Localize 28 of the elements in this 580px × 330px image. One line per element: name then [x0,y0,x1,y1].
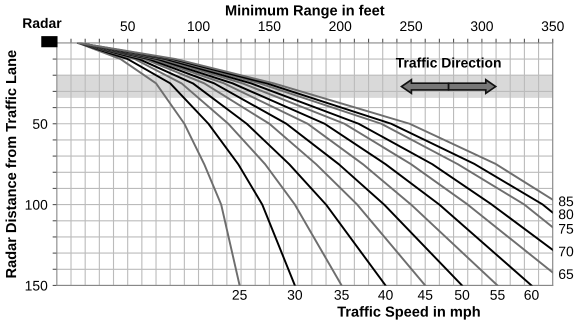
series-label: 45 [418,290,432,300]
y-tick-label: 150 [26,280,48,291]
x-tick-label: 100 [188,21,210,32]
y-tick-label: 100 [26,200,48,210]
series-label: 50 [454,290,470,300]
x-tick-label: 200 [329,21,352,32]
series-label: 75 [559,224,574,234]
text: Radar [23,18,62,28]
x-tick-label: 250 [400,21,422,32]
series-label: 70 [559,246,574,256]
band-label: Traffic Direction [396,57,501,68]
series-label: 80 [558,209,574,220]
x-axis-title: Minimum Range in feet [226,4,384,18]
text: Traffic Speed in mph [337,306,480,320]
series-label: 65 [559,269,574,280]
series-label: 85 [558,196,574,206]
series-label: 60 [524,290,539,300]
series-label: 30 [288,290,302,300]
x-tick-label: 50 [120,21,135,32]
y-tick-label: 50 [32,119,48,129]
series-label: 25 [232,290,247,300]
x-tick-label: 350 [542,21,564,32]
series-label: 55 [490,290,505,300]
x-tick-label: 150 [258,21,280,32]
series-label: 40 [378,290,393,300]
x-tick-label: 300 [470,21,493,32]
series-label: 35 [334,290,349,300]
y-axis-title: Radar Distance from Traffic Lane [5,50,16,278]
